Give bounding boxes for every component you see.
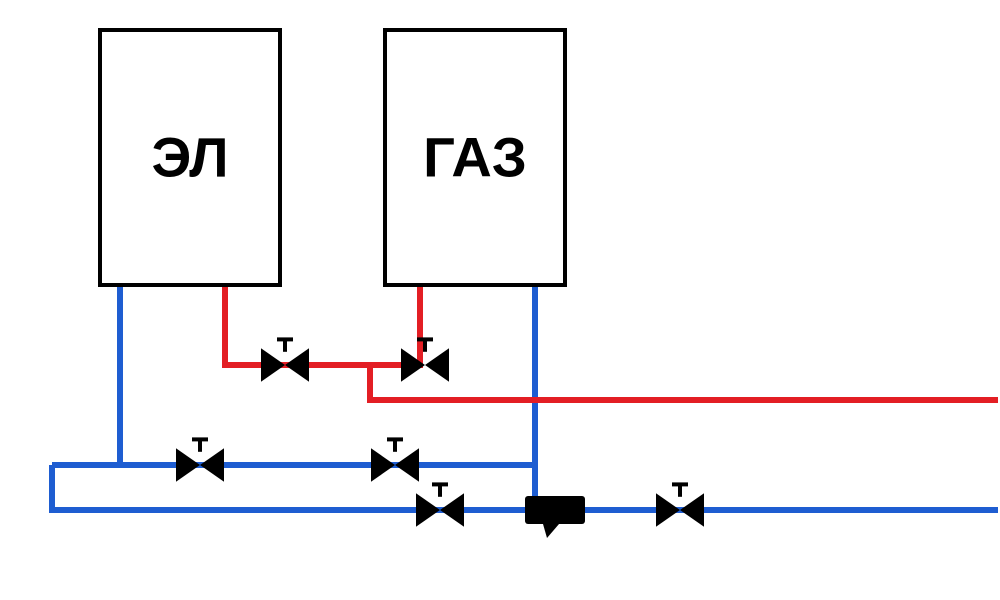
pipe [225,285,998,400]
pipe [370,285,420,365]
valve-icon [371,437,419,481]
pipe [120,285,535,465]
boiler-el: ЭЛ [100,30,280,285]
valve-icon [261,337,309,381]
valve-icon [656,482,704,526]
valve-icon [401,337,449,381]
schematic-canvas: ЭЛ ГАЗ [0,0,1000,600]
valve-icon [416,482,464,526]
boiler-el-label: ЭЛ [152,125,229,188]
boiler-gas-label: ГАЗ [423,125,527,188]
boiler-gas: ГАЗ [385,30,565,285]
valve-icon [176,437,224,481]
pump-icon [525,496,585,538]
